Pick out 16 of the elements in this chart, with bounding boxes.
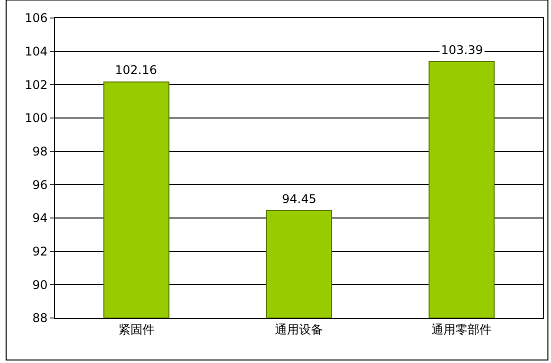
y-tick-label: 94: [32, 211, 48, 226]
data-label: 103.39: [441, 43, 483, 57]
y-tick-label: 88: [32, 311, 48, 326]
y-tick-label: 90: [32, 278, 48, 292]
data-label: 102.16: [115, 63, 157, 77]
x-tick-label: 通用零部件: [432, 322, 492, 336]
y-tick-label: 100: [24, 111, 48, 126]
x-tick-label: 通用设备: [275, 322, 323, 336]
y-tick-label: 92: [32, 244, 48, 259]
y-tick-label: 104: [24, 44, 48, 59]
y-tick-label: 96: [32, 178, 48, 192]
y-tick-label: 106: [24, 11, 48, 26]
x-tick-label: 紧固件: [118, 322, 154, 336]
data-label: 94.45: [282, 192, 316, 206]
y-tick-label: 102: [24, 78, 48, 92]
y-tick-label: 98: [32, 144, 48, 159]
